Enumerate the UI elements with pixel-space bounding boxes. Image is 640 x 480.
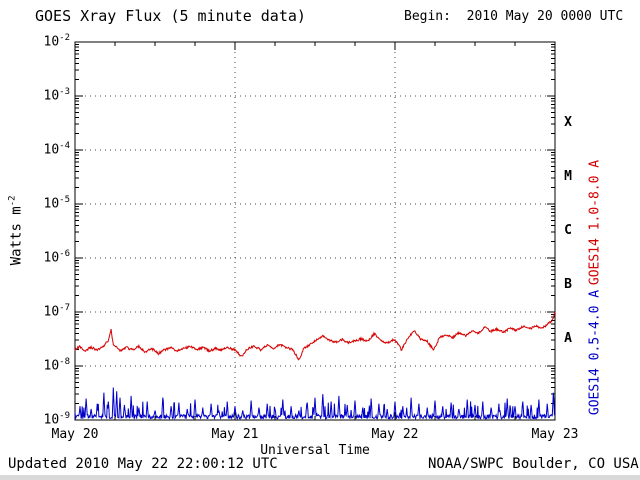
- updated-timestamp: Updated 2010 May 22 22:00:12 UTC: [8, 456, 278, 472]
- begin-timestamp: Begin: 2010 May 20 0000 UTC: [404, 9, 624, 24]
- y-tick-label: 10-3: [43, 87, 71, 104]
- flux-class-letter: B: [564, 277, 572, 292]
- y-tick-label: 10-9: [43, 411, 71, 428]
- flux-class-letter: M: [564, 169, 572, 184]
- y-tick-label: 10-2: [43, 33, 71, 50]
- y-tick-label: 10-4: [43, 141, 71, 158]
- x-tick-label: May 21: [211, 427, 259, 442]
- x-tick-label: May 23: [531, 427, 579, 442]
- y-tick-label: 10-6: [43, 249, 71, 266]
- x-tick-label: May 20: [51, 427, 99, 442]
- y-tick-label: 10-5: [43, 195, 71, 212]
- y-axis-title-exponent: -2: [7, 195, 18, 207]
- flux-class-letter: X: [564, 115, 572, 130]
- flux-class-letter: A: [564, 331, 572, 346]
- x-tick-label: May 22: [371, 427, 419, 442]
- series-label-long-wavelength: GOES14 1.0-8.0 A: [587, 159, 603, 286]
- flux-class-letter: C: [564, 223, 572, 238]
- y-axis-title: Watts m-2: [8, 175, 25, 285]
- credit-label: NOAA/SWPC Boulder, CO USA: [428, 456, 639, 472]
- series-label-short-wavelength: GOES14 0.5-4.0 A: [587, 289, 603, 416]
- bottom-strip: [0, 475, 640, 480]
- y-tick-label: 10-7: [43, 303, 71, 320]
- y-tick-label: 10-8: [43, 357, 71, 374]
- chart-title: GOES Xray Flux (5 minute data): [35, 7, 306, 25]
- y-axis-title-text: Watts m: [8, 206, 25, 266]
- x-axis-title: Universal Time: [260, 443, 370, 458]
